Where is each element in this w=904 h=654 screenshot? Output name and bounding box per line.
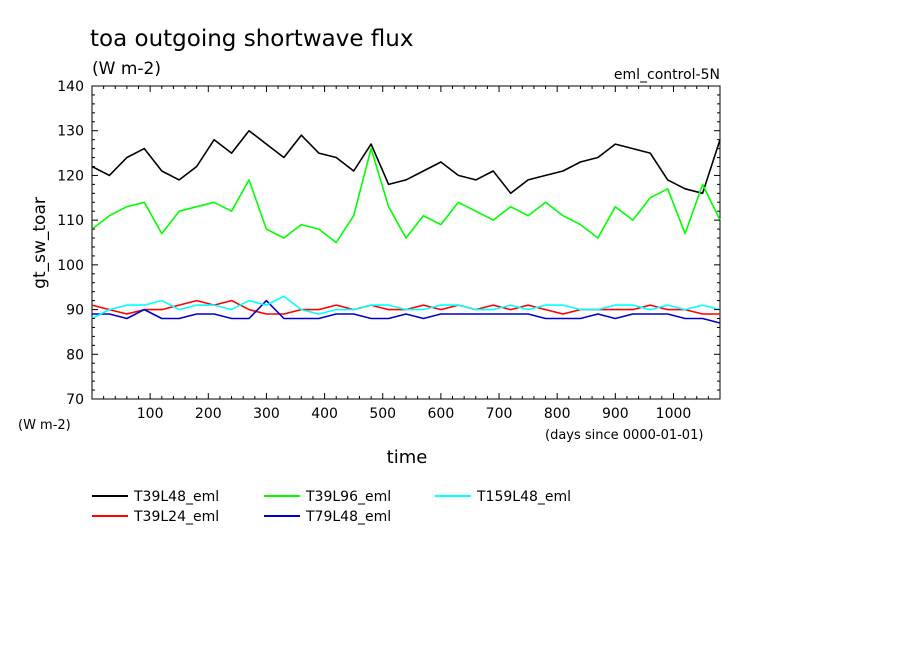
x-unit: (days since 0000-01-01): [545, 428, 703, 443]
run-label: eml_control-5N: [614, 67, 720, 83]
x-tick-label: 400: [311, 406, 338, 422]
legend-item: T39L48_eml: [92, 489, 219, 505]
y-tick-label: 100: [57, 258, 84, 274]
y-unit: (W m-2): [18, 418, 71, 433]
x-tick-label: 1000: [656, 406, 692, 422]
legend-label: T39L48_eml: [133, 489, 219, 505]
y-tick-label: 80: [66, 347, 84, 363]
x-tick-label: 500: [369, 406, 396, 422]
series-line-t39l48-eml: [91, 129, 721, 195]
y-tick-label: 120: [57, 168, 84, 184]
x-tick-label: 800: [544, 406, 571, 422]
tick-layer: 100 200 300 400 500 600 700 800 900 1000 70 80 90 100…: [57, 79, 720, 422]
legend-item: T159L48_eml: [435, 489, 571, 505]
x-tick-label: 200: [195, 406, 222, 422]
series-line-t159l48-eml: [91, 295, 721, 320]
y-tick-label: 90: [66, 303, 84, 319]
y-tick-label: 110: [57, 213, 84, 229]
legend-label: T39L24_eml: [133, 509, 219, 525]
y-tick-label: 140: [57, 79, 84, 95]
legend-label: T39L96_eml: [305, 489, 391, 505]
y-axis-label: gt_sw_toar: [30, 197, 50, 289]
x-tick-label: 300: [253, 406, 280, 422]
legend-item: T39L96_eml: [264, 489, 391, 505]
legend-item: T79L48_eml: [264, 509, 391, 525]
series-layer: [91, 129, 721, 324]
x-tick-label: 700: [486, 406, 513, 422]
y-tick-label: 70: [66, 392, 84, 408]
chart-title: toa outgoing shortwave flux: [90, 26, 413, 52]
plot-frame: [91, 85, 721, 400]
legend-label: T79L48_eml: [305, 509, 391, 525]
series-line-t79l48-eml: [92, 299, 721, 324]
legend-label: T159L48_eml: [476, 489, 571, 505]
x-axis-label: time: [387, 447, 428, 468]
y-tick-label: 130: [57, 124, 84, 140]
legend: T39L48_eml T39L24_eml T39L96_eml T79L48_eml…: [92, 489, 571, 525]
legend-item: T39L24_eml: [92, 509, 219, 525]
series-line-t39l96-eml: [91, 147, 721, 244]
chart-subtitle: (W m-2): [92, 59, 161, 79]
x-tick-label: 900: [602, 406, 629, 422]
x-tick-label: 600: [428, 406, 455, 422]
x-tick-label: 100: [137, 406, 164, 422]
